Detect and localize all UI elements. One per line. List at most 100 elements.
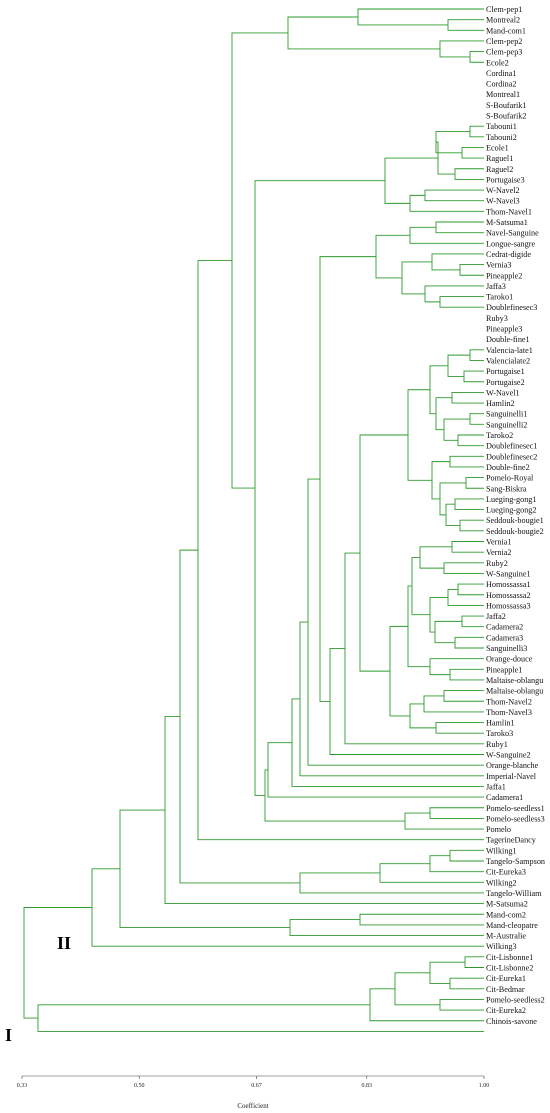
leaf-label: W-Navel1 xyxy=(486,388,520,397)
leaf-label: W-Navel3 xyxy=(486,197,520,206)
dendrogram-link xyxy=(447,588,484,606)
leaf-label: W-Sanguine1 xyxy=(486,569,531,578)
leaf-label: Sanguinelli2 xyxy=(486,420,527,429)
dendrogram-link xyxy=(469,125,484,138)
leaf-label: Pomelo-Royal xyxy=(486,474,534,483)
dendrogram-link xyxy=(469,349,484,361)
cluster-label-I: I xyxy=(5,1025,12,1045)
leaf-label: Wilking3 xyxy=(486,942,517,951)
dendrogram-link xyxy=(449,455,484,468)
dendrogram-link xyxy=(401,261,432,295)
leaf-label: Jaffa2 xyxy=(486,612,506,621)
axis-tick-label: 0.33 xyxy=(17,1083,28,1089)
dendrogram-link xyxy=(37,1004,484,1032)
dendrogram-link xyxy=(435,131,470,154)
leaf-label: M-Australie xyxy=(486,932,526,941)
dendrogram-link xyxy=(435,722,484,734)
leaf-label: Thom-Navel2 xyxy=(486,697,532,706)
leaf-label: Navel-Sanguine xyxy=(486,229,539,238)
dendrogram-link xyxy=(451,391,484,404)
leaf-label: Cit-Bedmar xyxy=(486,985,525,994)
leaf-label: Longue-sangre xyxy=(486,239,535,248)
leaf-label: Seddouk-bougie1 xyxy=(486,516,544,525)
dendrogram-link xyxy=(197,260,484,841)
leaf-label: Homossassa1 xyxy=(486,580,531,589)
leaf-label: Tangelo-William xyxy=(486,889,542,898)
dendrogram-link xyxy=(319,256,376,702)
dendrogram-link xyxy=(443,690,484,702)
dendrogram-link xyxy=(359,434,408,672)
dendrogram-link xyxy=(459,519,484,532)
leaf-label: Sanguinelli3 xyxy=(486,644,527,653)
leaf-label: Raguel2 xyxy=(486,165,513,174)
leaf-label: Vernia3 xyxy=(486,261,511,270)
dendrogram-link xyxy=(231,32,288,489)
dendrogram-link xyxy=(409,703,436,729)
leaf-label: TagerineDancy xyxy=(486,836,537,845)
dendrogram-link xyxy=(375,234,410,279)
leaf-label: S-Boufarik1 xyxy=(486,101,526,110)
leaf-label: Orange-blanche xyxy=(486,761,539,770)
leaf-label: Mand-cleopatre xyxy=(486,921,538,930)
leaf-label: Chinois-savone xyxy=(486,1017,537,1026)
dendrogram-link xyxy=(447,19,484,31)
dendrogram-link xyxy=(394,972,440,1006)
leaf-label: Pineapple2 xyxy=(486,271,522,280)
cluster-label-II: II xyxy=(57,933,71,953)
leaf-label: Pomelo-seedless2 xyxy=(486,995,545,1004)
dendrogram-link xyxy=(409,194,484,212)
dendrogram-link xyxy=(436,141,455,175)
axis-tick-label: 1.00 xyxy=(479,1083,490,1089)
dendrogram-link xyxy=(461,615,484,628)
dendrogram-link xyxy=(287,16,440,50)
leaf-label: Portugaise3 xyxy=(486,175,525,184)
leaf-label: Doublefinesec1 xyxy=(486,442,537,451)
leaf-label: Cedrat-digide xyxy=(486,250,531,259)
dendrogram-link xyxy=(344,552,484,745)
leaf-label: Imperial-Navel xyxy=(486,772,537,781)
dendrogram-link xyxy=(454,168,484,180)
dendrogram-link xyxy=(439,999,484,1011)
leaf-label: W-Navel2 xyxy=(486,186,520,195)
dendrogram-link xyxy=(459,264,484,276)
leaf-label: Doublefinesec2 xyxy=(486,452,537,461)
leaf-label: Sanguinelli1 xyxy=(486,410,527,419)
leaf-label: Clem-pep3 xyxy=(486,48,522,57)
leaf-label: Tabouni2 xyxy=(486,133,517,142)
leaf-label: Clem-pep2 xyxy=(486,37,522,46)
dendrogram-link xyxy=(379,863,484,883)
leaf-label: Valencia-late1 xyxy=(486,346,533,355)
dendrogram-link xyxy=(389,625,410,717)
leaf-label: Pomelo-seedless1 xyxy=(486,804,545,813)
dendrogram-link xyxy=(164,716,484,905)
dendrogram-link xyxy=(454,498,484,510)
leaf-label: M-Satsuma1 xyxy=(486,218,528,227)
leaf-label: Taroko1 xyxy=(486,293,513,302)
dendrogram-link xyxy=(454,636,484,649)
leaf-label: Taroko3 xyxy=(486,729,513,738)
dendrogram-link xyxy=(404,812,484,830)
leaf-label: Hamlin2 xyxy=(486,399,515,408)
dendrogram-link xyxy=(409,226,484,244)
leaf-label: Thom-Navel1 xyxy=(486,207,532,216)
leaf-label: Ecole1 xyxy=(486,143,509,152)
leaf-label: Double-fine1 xyxy=(486,335,530,344)
leaf-label: Double-fine2 xyxy=(486,463,530,472)
dendrogram-link xyxy=(447,354,470,377)
dendrogram-link xyxy=(119,809,290,929)
dendrogram-link xyxy=(439,40,484,58)
dendrogram-link xyxy=(429,855,484,873)
dendrogram-link xyxy=(464,956,484,968)
leaf-label: Maltaise-oblangu xyxy=(486,676,543,685)
leaf-label: Cit-Eureka1 xyxy=(486,974,526,983)
dendrogram-link xyxy=(91,868,484,947)
leaf-label: Mand-com1 xyxy=(486,26,526,35)
dendrogram-link xyxy=(457,583,484,596)
dendrogram-link xyxy=(435,221,484,234)
leaf-label: Pomelo-seedless3 xyxy=(486,814,545,823)
leaf-label: W-Sanguine2 xyxy=(486,751,531,760)
dendrogram-link xyxy=(449,977,484,990)
leaf-label: Maltaise-oblangu xyxy=(486,687,543,696)
leaf-label: Homossassa2 xyxy=(486,591,531,600)
leaf-label: Cit-Eureka2 xyxy=(486,1006,526,1015)
